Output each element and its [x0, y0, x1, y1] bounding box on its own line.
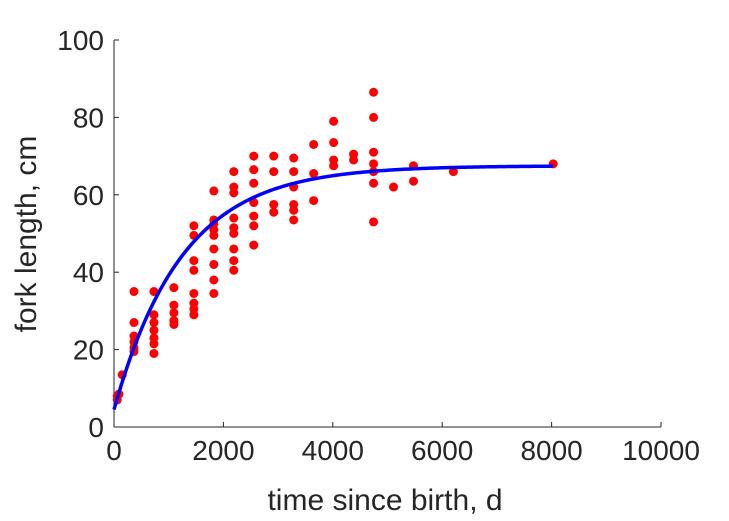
y-tick-label: 60 [73, 180, 104, 211]
data-point [229, 188, 239, 198]
x-tick-label: 0 [106, 435, 122, 466]
data-point [369, 147, 379, 157]
data-point [309, 196, 319, 206]
data-point [249, 240, 259, 250]
data-point [189, 310, 199, 320]
y-axis-label: fork length, cm [10, 136, 43, 333]
data-point [189, 221, 199, 231]
data-point [369, 112, 379, 122]
data-point [149, 325, 159, 335]
data-point [329, 161, 339, 171]
data-point [269, 199, 279, 209]
data-point [369, 217, 379, 227]
data-point [269, 207, 279, 217]
data-point [329, 116, 339, 126]
x-tick-label: 6000 [411, 435, 473, 466]
data-point [129, 287, 139, 297]
data-point [209, 186, 219, 196]
data-point [349, 155, 359, 165]
data-point [209, 259, 219, 269]
x-tick-label: 4000 [302, 435, 364, 466]
data-point [249, 211, 259, 221]
data-point [369, 87, 379, 97]
data-point [169, 300, 179, 310]
data-point [189, 265, 199, 275]
data-point [209, 230, 219, 240]
data-point [189, 256, 199, 266]
data-point [189, 288, 199, 298]
data-point [149, 310, 159, 320]
data-point [129, 318, 139, 328]
data-point [329, 138, 339, 148]
data-point [229, 256, 239, 266]
data-point [408, 176, 418, 186]
data-point [229, 213, 239, 223]
x-tick-label: 10000 [622, 435, 700, 466]
data-point [229, 229, 239, 238]
y-tick-label: 40 [73, 257, 104, 288]
data-point [169, 308, 179, 318]
data-point [149, 348, 159, 358]
data-point [389, 182, 399, 192]
y-tick-label: 20 [73, 335, 104, 366]
x-tick-label: 8000 [520, 435, 582, 466]
data-point [289, 205, 299, 215]
data-point [369, 178, 379, 188]
data-point [269, 151, 279, 161]
data-point [448, 167, 458, 177]
fit-curve [112, 164, 554, 411]
data-point [249, 178, 259, 188]
data-point [229, 244, 239, 254]
data-point [289, 215, 299, 225]
data-point [249, 165, 259, 175]
data-point [289, 153, 299, 163]
data-point [169, 319, 179, 329]
data-point [229, 265, 239, 275]
data-point [249, 151, 259, 161]
axes [113, 39, 662, 428]
y-tick-label: 0 [88, 412, 104, 443]
chart-marks [112, 87, 558, 411]
x-tick-label: 2000 [192, 435, 254, 466]
data-point [209, 288, 219, 298]
data-point [149, 339, 159, 349]
data-point [209, 244, 219, 254]
data-point [149, 318, 159, 328]
tick-labels: 0 2000 4000 6000 8000 10000 0 20 40 60 80 100 [57, 25, 700, 466]
data-point [229, 167, 239, 177]
data-point [249, 221, 259, 231]
data-point [289, 167, 299, 177]
data-point [369, 159, 379, 169]
data-point [309, 169, 319, 179]
data-point [169, 283, 179, 293]
data-point [209, 275, 219, 285]
data-point [309, 139, 319, 149]
y-tick-label: 100 [57, 25, 104, 56]
y-tick-label: 80 [73, 102, 104, 133]
x-axis-label: time since birth, d [267, 484, 502, 517]
data-point [269, 167, 279, 177]
